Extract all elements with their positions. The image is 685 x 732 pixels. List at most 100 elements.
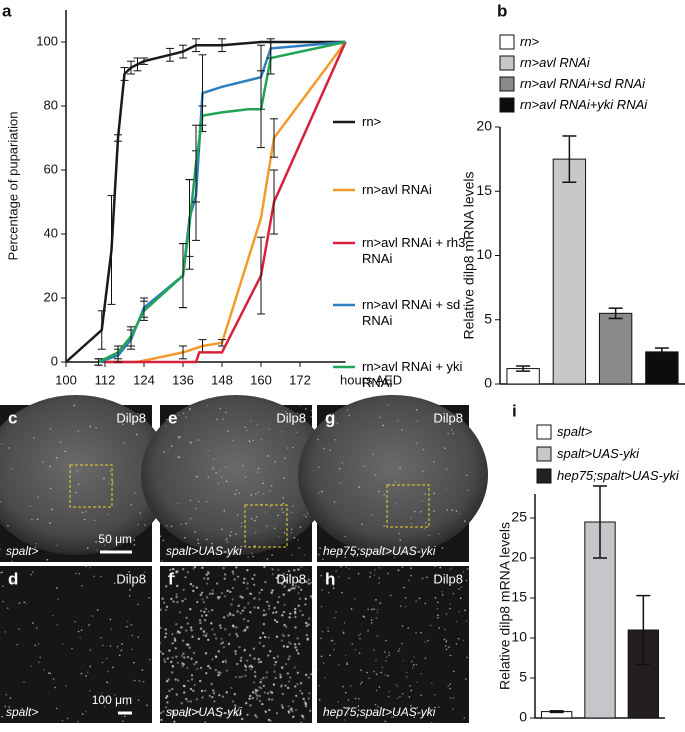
speckle	[258, 641, 262, 645]
speckle	[302, 716, 305, 720]
speckle	[264, 580, 267, 584]
speckle	[207, 638, 210, 642]
speckle	[233, 709, 237, 712]
speckle	[175, 571, 178, 574]
speckle	[165, 695, 169, 698]
speckle	[242, 581, 246, 584]
speckle	[183, 684, 186, 688]
speckle	[31, 518, 33, 521]
speckle	[80, 672, 83, 675]
image-panel	[317, 566, 469, 723]
panel-label: a	[2, 1, 12, 20]
speckle	[249, 592, 252, 595]
speckle	[308, 709, 312, 712]
speckle	[49, 465, 52, 468]
panel-label: h	[325, 569, 335, 588]
speckle	[380, 671, 383, 674]
speckle	[235, 713, 239, 717]
speckle	[262, 676, 265, 680]
speckle	[225, 480, 228, 483]
speckle	[255, 697, 259, 700]
speckle	[196, 475, 198, 478]
speckle	[266, 525, 268, 527]
speckle	[107, 482, 110, 485]
speckle	[318, 698, 321, 701]
speckle	[160, 718, 163, 722]
speckle	[96, 609, 99, 611]
speckle	[0, 501, 2, 503]
speckle	[159, 650, 162, 653]
speckle	[133, 544, 136, 546]
speckle	[203, 618, 207, 622]
speckle	[394, 502, 397, 505]
speckle	[297, 592, 300, 595]
speckle	[223, 711, 227, 715]
y-axis-label: Relative dilp8 mRNA levels	[497, 522, 513, 690]
speckle	[359, 637, 361, 640]
speckle	[399, 605, 402, 607]
speckle	[251, 691, 255, 694]
speckle	[57, 598, 60, 601]
speckle	[445, 640, 447, 643]
speckle	[384, 720, 387, 723]
speckle	[245, 702, 248, 705]
speckle	[330, 640, 333, 642]
speckle	[416, 681, 419, 684]
speckle	[254, 675, 257, 678]
speckle	[359, 683, 362, 685]
speckle	[1, 571, 3, 574]
speckle	[349, 685, 352, 687]
speckle	[233, 692, 236, 696]
speckle	[231, 586, 235, 590]
speckle	[276, 601, 280, 604]
speckle	[84, 710, 87, 713]
speckle	[399, 695, 401, 698]
speckle	[189, 582, 193, 586]
speckle	[205, 614, 208, 617]
speckle	[457, 637, 460, 640]
speckle	[178, 631, 181, 634]
speckle	[207, 449, 210, 452]
speckle	[257, 491, 260, 494]
speckle	[118, 654, 121, 657]
speckle	[373, 649, 375, 651]
error-bar	[114, 345, 122, 360]
speckle	[254, 531, 257, 534]
speckle	[262, 613, 266, 617]
speckle	[340, 550, 342, 552]
speckle	[228, 710, 231, 713]
speckle	[321, 490, 323, 493]
speckle	[204, 652, 208, 655]
speckle	[289, 612, 292, 615]
speckle	[452, 696, 455, 699]
y-tick-label: 15	[476, 182, 492, 198]
error-bar	[654, 347, 669, 357]
legend-label: rn>avl RNAi+sd RNAi	[520, 76, 645, 91]
speckle	[293, 568, 296, 572]
speckle	[182, 549, 184, 552]
speckle	[304, 408, 307, 410]
speckle	[398, 532, 401, 535]
speckle	[173, 637, 176, 640]
speckle	[424, 640, 426, 643]
speckle	[183, 656, 186, 659]
speckle	[200, 591, 204, 594]
speckle	[197, 542, 200, 545]
speckle	[49, 672, 52, 675]
speckle	[78, 572, 81, 575]
speckle	[232, 613, 235, 617]
speckle	[193, 565, 197, 569]
panel-label: g	[325, 408, 335, 427]
speckle	[358, 697, 360, 700]
speckle	[242, 618, 246, 621]
speckle	[170, 660, 173, 664]
error-bar	[608, 307, 623, 320]
speckle	[81, 584, 83, 587]
speckle	[420, 672, 423, 675]
speckle	[441, 591, 443, 593]
speckle	[170, 525, 173, 528]
speckle	[214, 655, 218, 659]
speckle	[361, 681, 363, 684]
speckle	[195, 507, 197, 510]
speckle	[77, 430, 80, 432]
